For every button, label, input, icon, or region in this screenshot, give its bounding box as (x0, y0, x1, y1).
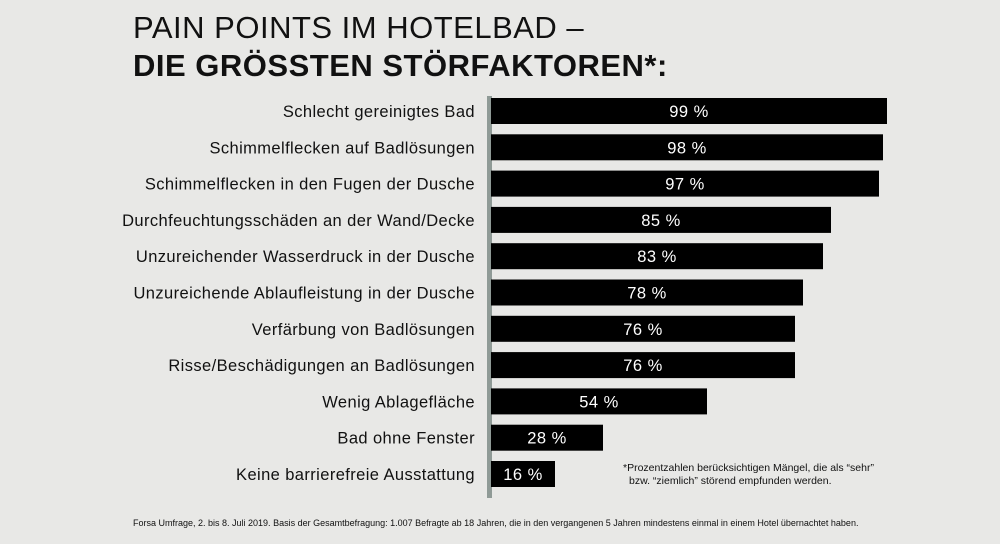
bar (491, 424, 603, 451)
category-label: Risse/Beschädigungen an Badlösungen (168, 357, 475, 375)
category-label: Bad ohne Fenster (337, 430, 475, 448)
value-label: 76 % (623, 357, 663, 375)
footnote-line2: bzw. “ziemlich” störend empfunden werden… (629, 475, 832, 487)
category-label: Durchfeuchtungsschäden an der Wand/Decke (122, 212, 475, 230)
value-label: 54 % (579, 393, 619, 411)
value-label: 28 % (527, 430, 567, 448)
category-label: Schimmelflecken auf Badlösungen (209, 139, 475, 157)
value-label: 85 % (641, 212, 681, 230)
bar (491, 98, 887, 124)
chart-title-line2: DIE GRÖSSTEN STÖRFAKTOREN*: (133, 48, 668, 83)
bar (491, 243, 823, 270)
bar (491, 279, 803, 306)
value-label: 97 % (665, 176, 705, 194)
category-label: Unzureichende Ablaufleistung in der Dusc… (133, 285, 475, 303)
bar (491, 170, 879, 197)
bar (491, 352, 795, 379)
bar (491, 206, 831, 233)
category-label: Schimmelflecken in den Fugen der Dusche (145, 176, 475, 194)
bar (491, 388, 707, 415)
value-label: 99 % (669, 103, 709, 121)
category-label: Wenig Ablagefläche (322, 393, 475, 411)
value-label: 78 % (627, 285, 667, 303)
bar (491, 315, 795, 342)
bar (491, 461, 555, 487)
footnote-line1: *Prozentzahlen berücksichtigen Mängel, d… (623, 462, 874, 474)
bar (491, 134, 883, 161)
category-label: Schlecht gereinigtes Bad (283, 103, 475, 121)
footnote: *Prozentzahlen berücksichtigen Mängel, d… (623, 462, 874, 488)
value-label: 98 % (667, 139, 707, 157)
value-label: 16 % (503, 466, 543, 484)
category-label: Verfärbung von Badlösungen (252, 321, 475, 339)
value-label: 76 % (623, 321, 663, 339)
source-note: Forsa Umfrage, 2. bis 8. Juli 2019. Basi… (133, 518, 859, 528)
value-label: 83 % (637, 248, 677, 266)
category-label: Keine barrierefreie Ausstattung (236, 466, 475, 484)
chart-title-line1: PAIN POINTS IM HOTELBAD – (133, 10, 585, 45)
y-axis-line (487, 96, 492, 498)
category-label: Unzureichender Wasserdruck in der Dusche (136, 248, 475, 266)
